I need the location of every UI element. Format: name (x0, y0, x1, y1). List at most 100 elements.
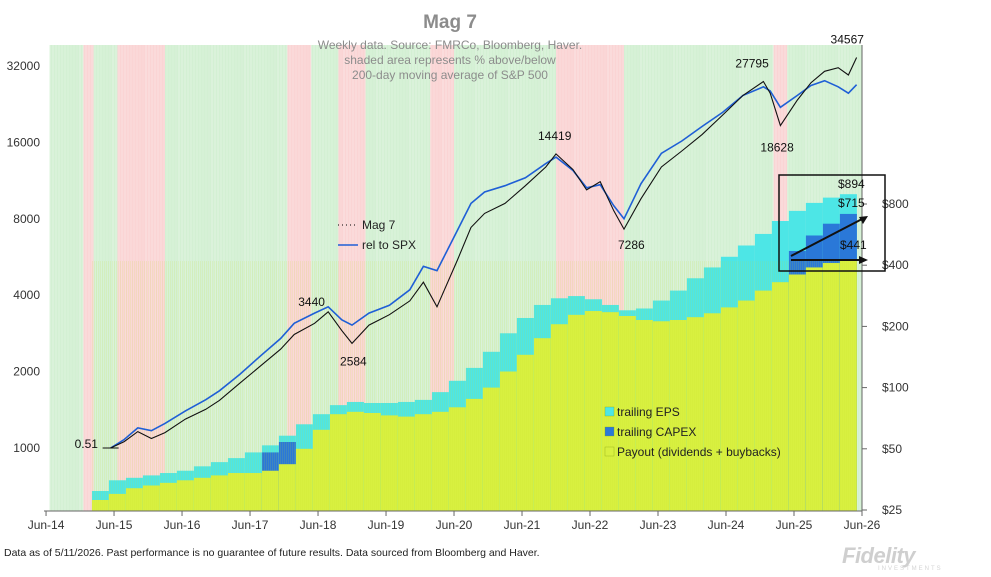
callout-arrowhead-flat (859, 256, 868, 264)
payout-bar (431, 411, 449, 511)
payout-bar (244, 473, 262, 511)
y-left-tick-label: 16000 (7, 135, 41, 149)
payout-bar (363, 413, 381, 511)
annotation-label: 3440 (298, 295, 325, 309)
payout-bar (482, 387, 500, 511)
payout-bar (176, 480, 194, 511)
regime-band-up (93, 45, 118, 511)
payout-bar (380, 415, 398, 511)
payout-bar (448, 407, 466, 511)
fidelity-logo: Fidelity (842, 543, 916, 568)
y-right-tick-label: $100 (882, 381, 909, 395)
fidelity-logo-sub: INVESTMENTS (878, 566, 943, 572)
payout-bar (567, 314, 585, 511)
payout-bar (737, 300, 755, 511)
payout-bar (805, 267, 823, 511)
payout-bar (533, 338, 551, 511)
payout-bar (91, 499, 109, 511)
callout-value: $894 (838, 177, 865, 191)
callout-arrow-up (790, 217, 865, 257)
y-right-tick-label: $400 (882, 258, 909, 272)
payout-bar (346, 411, 364, 511)
regime-band-up (165, 45, 288, 511)
payout-bar (142, 485, 160, 511)
axes: Jun-14 Jun-15 Jun-16 Jun-17 Jun-18 Jun-19 Jun-… (7, 45, 909, 532)
payout-bar (499, 371, 517, 511)
payout-bar (686, 317, 704, 511)
legend-bar-swatch (604, 426, 615, 437)
y-right-tick-label: $200 (882, 319, 909, 333)
annotations: 0.51 3440 2584 14419 7286 27795 18628 34567 (75, 32, 865, 451)
y-right-tick-label: $50 (882, 442, 902, 456)
payout-bar (771, 282, 789, 511)
x-tick-label: Jun-16 (164, 518, 201, 532)
regime-band-up (49, 45, 84, 511)
payout-bar (839, 260, 857, 511)
x-tick-label: Jun-18 (300, 518, 337, 532)
callout-arrowhead-up (859, 216, 868, 224)
payout-bar (465, 398, 483, 511)
footer-disclaimer: Data as of 5/11/2026. Past performance i… (4, 547, 540, 559)
payout-bar (159, 482, 177, 511)
annotation-label: 27795 (735, 57, 769, 71)
annotation-label: 34567 (831, 32, 865, 46)
y-left-tick-label: 8000 (13, 212, 40, 226)
legend-bar-label: Payout (dividends + buybacks) (617, 445, 781, 459)
payout-bar (125, 488, 143, 511)
x-tick-label: Jun-14 (28, 518, 65, 532)
x-tick-label: Jun-23 (640, 518, 677, 532)
payout-bar (210, 475, 228, 511)
x-tick-label: Jun-24 (708, 518, 745, 532)
legends: Mag 7 rel to SPX trailing EPS trailing CAPE… (338, 218, 781, 459)
payout-bar (584, 311, 602, 511)
payout-bar (635, 320, 653, 511)
y-left-tick-label: 32000 (7, 59, 41, 73)
payout-bar (703, 313, 721, 511)
payout-bar (193, 477, 211, 511)
y-left-tick-label: 4000 (13, 288, 40, 302)
legend-line-label: rel to SPX (362, 238, 416, 252)
subtitle-line-1: Weekly data. Source: FMRCo, Bloomberg, H… (318, 38, 583, 52)
x-tick-label: Jun-26 (844, 518, 881, 532)
annotation-label: 7286 (618, 238, 645, 252)
annotation-label: 0.51 (75, 437, 99, 451)
payout-bar (618, 316, 636, 511)
payout-bar (278, 464, 296, 511)
x-tick-label: Jun-21 (504, 518, 541, 532)
x-tick-label: Jun-15 (96, 518, 133, 532)
payout-bar (295, 448, 313, 511)
regime-band-down (287, 45, 312, 511)
legend-bar-swatch (604, 406, 615, 417)
payout-bar (720, 307, 738, 511)
y-right-tick-label: $25 (882, 503, 902, 517)
x-tick-label: Jun-20 (436, 518, 473, 532)
y-left-tick-label: 1000 (13, 441, 40, 455)
legend-bar-label: trailing CAPEX (617, 425, 696, 439)
callout-value: $441 (840, 238, 867, 252)
annotation-label: 18628 (760, 141, 794, 155)
subtitle-line-2: shaded area represents % above/below (344, 53, 556, 67)
legend-bar-label: trailing EPS (617, 405, 680, 419)
payout-bar (822, 263, 840, 511)
rel-to-spx-line (110, 79, 858, 449)
y-right-tick-label: $800 (882, 197, 909, 211)
x-tick-label: Jun-25 (776, 518, 813, 532)
x-tick-label: Jun-19 (368, 518, 405, 532)
payout-bar (754, 290, 772, 511)
mag7-line (110, 57, 858, 449)
payout-bar (788, 274, 806, 511)
legend-line-label: Mag 7 (362, 218, 396, 232)
subtitle-line-3: 200-day moving average of S&P 500 (352, 68, 548, 82)
payout-bar (652, 321, 670, 511)
payout-bar (329, 414, 347, 511)
annotation-label: 2584 (340, 354, 367, 368)
legend-bar-swatch (604, 446, 615, 457)
payout-bar (669, 320, 687, 511)
callout-value: $715 (838, 196, 865, 210)
x-tick-label: Jun-22 (572, 518, 609, 532)
payout-bar (312, 429, 330, 511)
regime-band-down (83, 45, 94, 511)
payout-bar (550, 324, 568, 511)
chart-title: Mag 7 (423, 12, 477, 33)
